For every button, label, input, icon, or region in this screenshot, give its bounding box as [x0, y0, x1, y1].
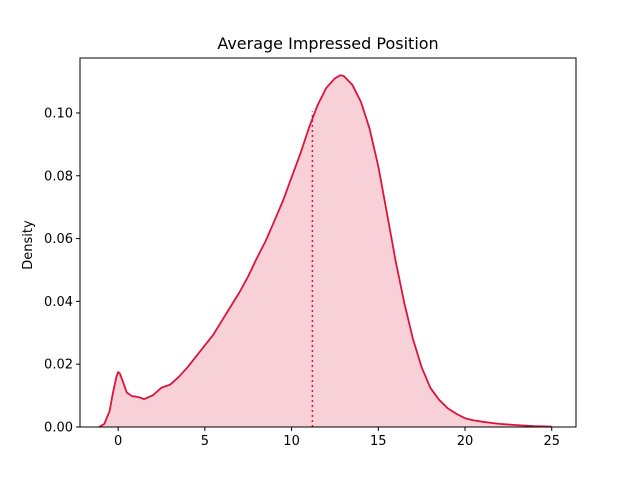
x-tick-label: 25: [543, 434, 560, 449]
axis-ticks: 0 5 10 15 20 25 0.00 0.02 0.04 0.06 0.08 0.10: [44, 106, 560, 449]
x-tick-label: 0: [114, 434, 122, 449]
x-tick-label: 5: [201, 434, 209, 449]
y-tick-label: 0.02: [44, 358, 73, 373]
y-tick-label: 0.04: [44, 295, 73, 310]
y-tick-label: 0.06: [44, 232, 73, 247]
plot-area: [79, 57, 577, 428]
x-tick-label: 20: [457, 434, 474, 449]
x-tick-label: 10: [283, 434, 300, 449]
axes-frame: [79, 57, 577, 428]
y-tick-label: 0.00: [44, 421, 73, 436]
density-curve-line: [98, 74, 552, 428]
x-tick-label: 15: [370, 434, 387, 449]
y-tick-label: 0.08: [44, 169, 73, 184]
y-tick-label: 0.10: [44, 106, 73, 121]
chart-title: Average Impressed Position: [217, 34, 438, 53]
density-fill-area: [99, 75, 552, 428]
y-axis-label: Density: [21, 220, 36, 270]
